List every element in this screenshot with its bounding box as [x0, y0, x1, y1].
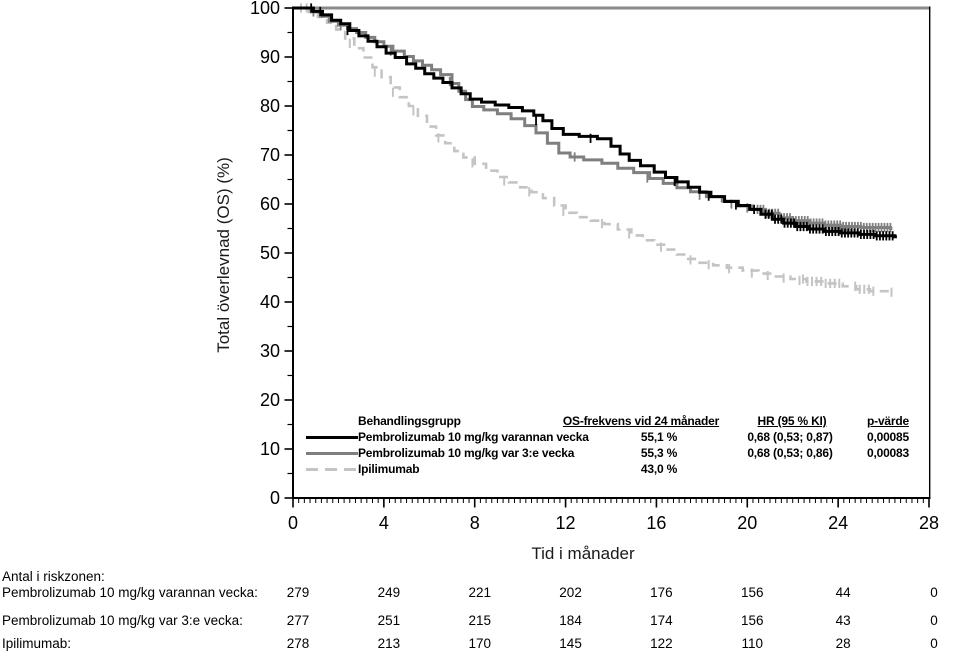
- legend-row-hr: 0,68 (0,53; 0,86): [747, 446, 833, 460]
- risk-count: 145: [559, 636, 582, 651]
- x-tick-label: 16: [646, 513, 666, 533]
- risk-count: 249: [377, 585, 401, 600]
- risk-count: 202: [559, 585, 582, 600]
- legend-header-hr: HR (95 % KI): [757, 414, 827, 428]
- x-tick-label: 0: [288, 513, 298, 533]
- y-tick-label: 50: [260, 243, 280, 263]
- y-tick-label: 70: [260, 145, 280, 165]
- y-tick-label: 20: [260, 390, 280, 410]
- risk-row-label: Pembrolizumab 10 mg/kg var 3:e vecka:: [2, 613, 243, 628]
- x-tick-label: 12: [556, 513, 576, 533]
- risk-count: 278: [286, 636, 310, 651]
- legend-header-p: p-värde: [867, 414, 909, 428]
- risk-count: 156: [741, 613, 764, 628]
- legend-row-label: Pembrolizumab 10 mg/kg var 3:e vecka: [358, 446, 575, 460]
- legend-row-label: Pembrolizumab 10 mg/kg varannan vecka: [358, 430, 589, 444]
- legend: Behandlingsgrupp OS-frekvens vid 24 måna…: [0, 415, 960, 490]
- risk-count: 156: [741, 585, 764, 600]
- risk-count: 279: [286, 585, 310, 600]
- risk-count: 0: [930, 636, 938, 651]
- risk-count: 221: [468, 585, 491, 600]
- x-tick-label: 24: [828, 513, 848, 533]
- risk-count: 0: [930, 585, 938, 600]
- y-tick-label: 40: [260, 292, 280, 312]
- risk-count: 122: [650, 636, 673, 651]
- legend-swatch-pembro-q2w: [306, 436, 358, 439]
- risk-count: 170: [468, 636, 491, 651]
- risk-row-label: Ipilimumab:: [2, 636, 72, 651]
- y-tick-label: 60: [260, 194, 280, 214]
- legend-row-label: Ipilimumab: [358, 462, 420, 476]
- risk-count: 110: [741, 636, 764, 651]
- legend-header-group: Behandlingsgrupp: [358, 414, 461, 428]
- legend-row-os: 43,0 %: [640, 462, 678, 476]
- risk-count: 28: [835, 636, 851, 651]
- y-tick-label: 90: [260, 47, 280, 67]
- legend-row-os: 55,1 %: [640, 430, 678, 444]
- risk-count: 215: [468, 613, 491, 628]
- risk-count: 0: [930, 613, 938, 628]
- y-tick-label: 0: [270, 488, 280, 508]
- risk-row-label: Pembrolizumab 10 mg/kg varannan vecka:: [2, 585, 258, 600]
- x-tick-label: 4: [379, 513, 389, 533]
- risk-count: 43: [835, 613, 851, 628]
- x-tick-label: 8: [470, 513, 480, 533]
- legend-swatch-pembro-q3w: [306, 452, 358, 455]
- y-tick-label: 30: [260, 341, 280, 361]
- legend-row-hr: 0,68 (0,53; 0,87): [747, 430, 833, 444]
- risk-count: 277: [286, 613, 310, 628]
- x-tick-label: 20: [737, 513, 757, 533]
- legend-swatch-ipilimumab: [306, 468, 358, 471]
- y-tick-label: 10: [260, 439, 280, 459]
- risk-count: 184: [559, 613, 582, 628]
- legend-header-os: OS-frekvens vid 24 månader: [562, 414, 720, 428]
- risk-count: 213: [377, 636, 401, 651]
- risk-count: 176: [650, 585, 673, 600]
- y-tick-label: 80: [260, 96, 280, 116]
- x-tick-label: 28: [919, 513, 939, 533]
- risk-table-title: Antal i riskzonen:: [2, 569, 105, 584]
- risk-count: 44: [835, 585, 851, 600]
- legend-row-os: 55,3 %: [640, 446, 678, 460]
- legend-row-p: 0,00085: [867, 430, 909, 444]
- y-tick-label: 100: [250, 0, 280, 18]
- km-curve-ipilimumab: [293, 6, 893, 294]
- y-axis-title: Total överlevnad (OS) (%): [214, 157, 233, 353]
- km-curve-pembrolizumab-10-mg-kg-var-3-e-vecka: [293, 6, 893, 230]
- risk-count: 251: [377, 613, 401, 628]
- risk-count: 174: [650, 613, 673, 628]
- legend-row-p: 0,00083: [867, 446, 909, 460]
- x-axis-title: Tid i månader: [531, 544, 635, 563]
- km-plot-canvas: 0 10 20 30 40 50 60 70 80 90 100 0 4 8 12 16 20 24 28: [250, 0, 939, 533]
